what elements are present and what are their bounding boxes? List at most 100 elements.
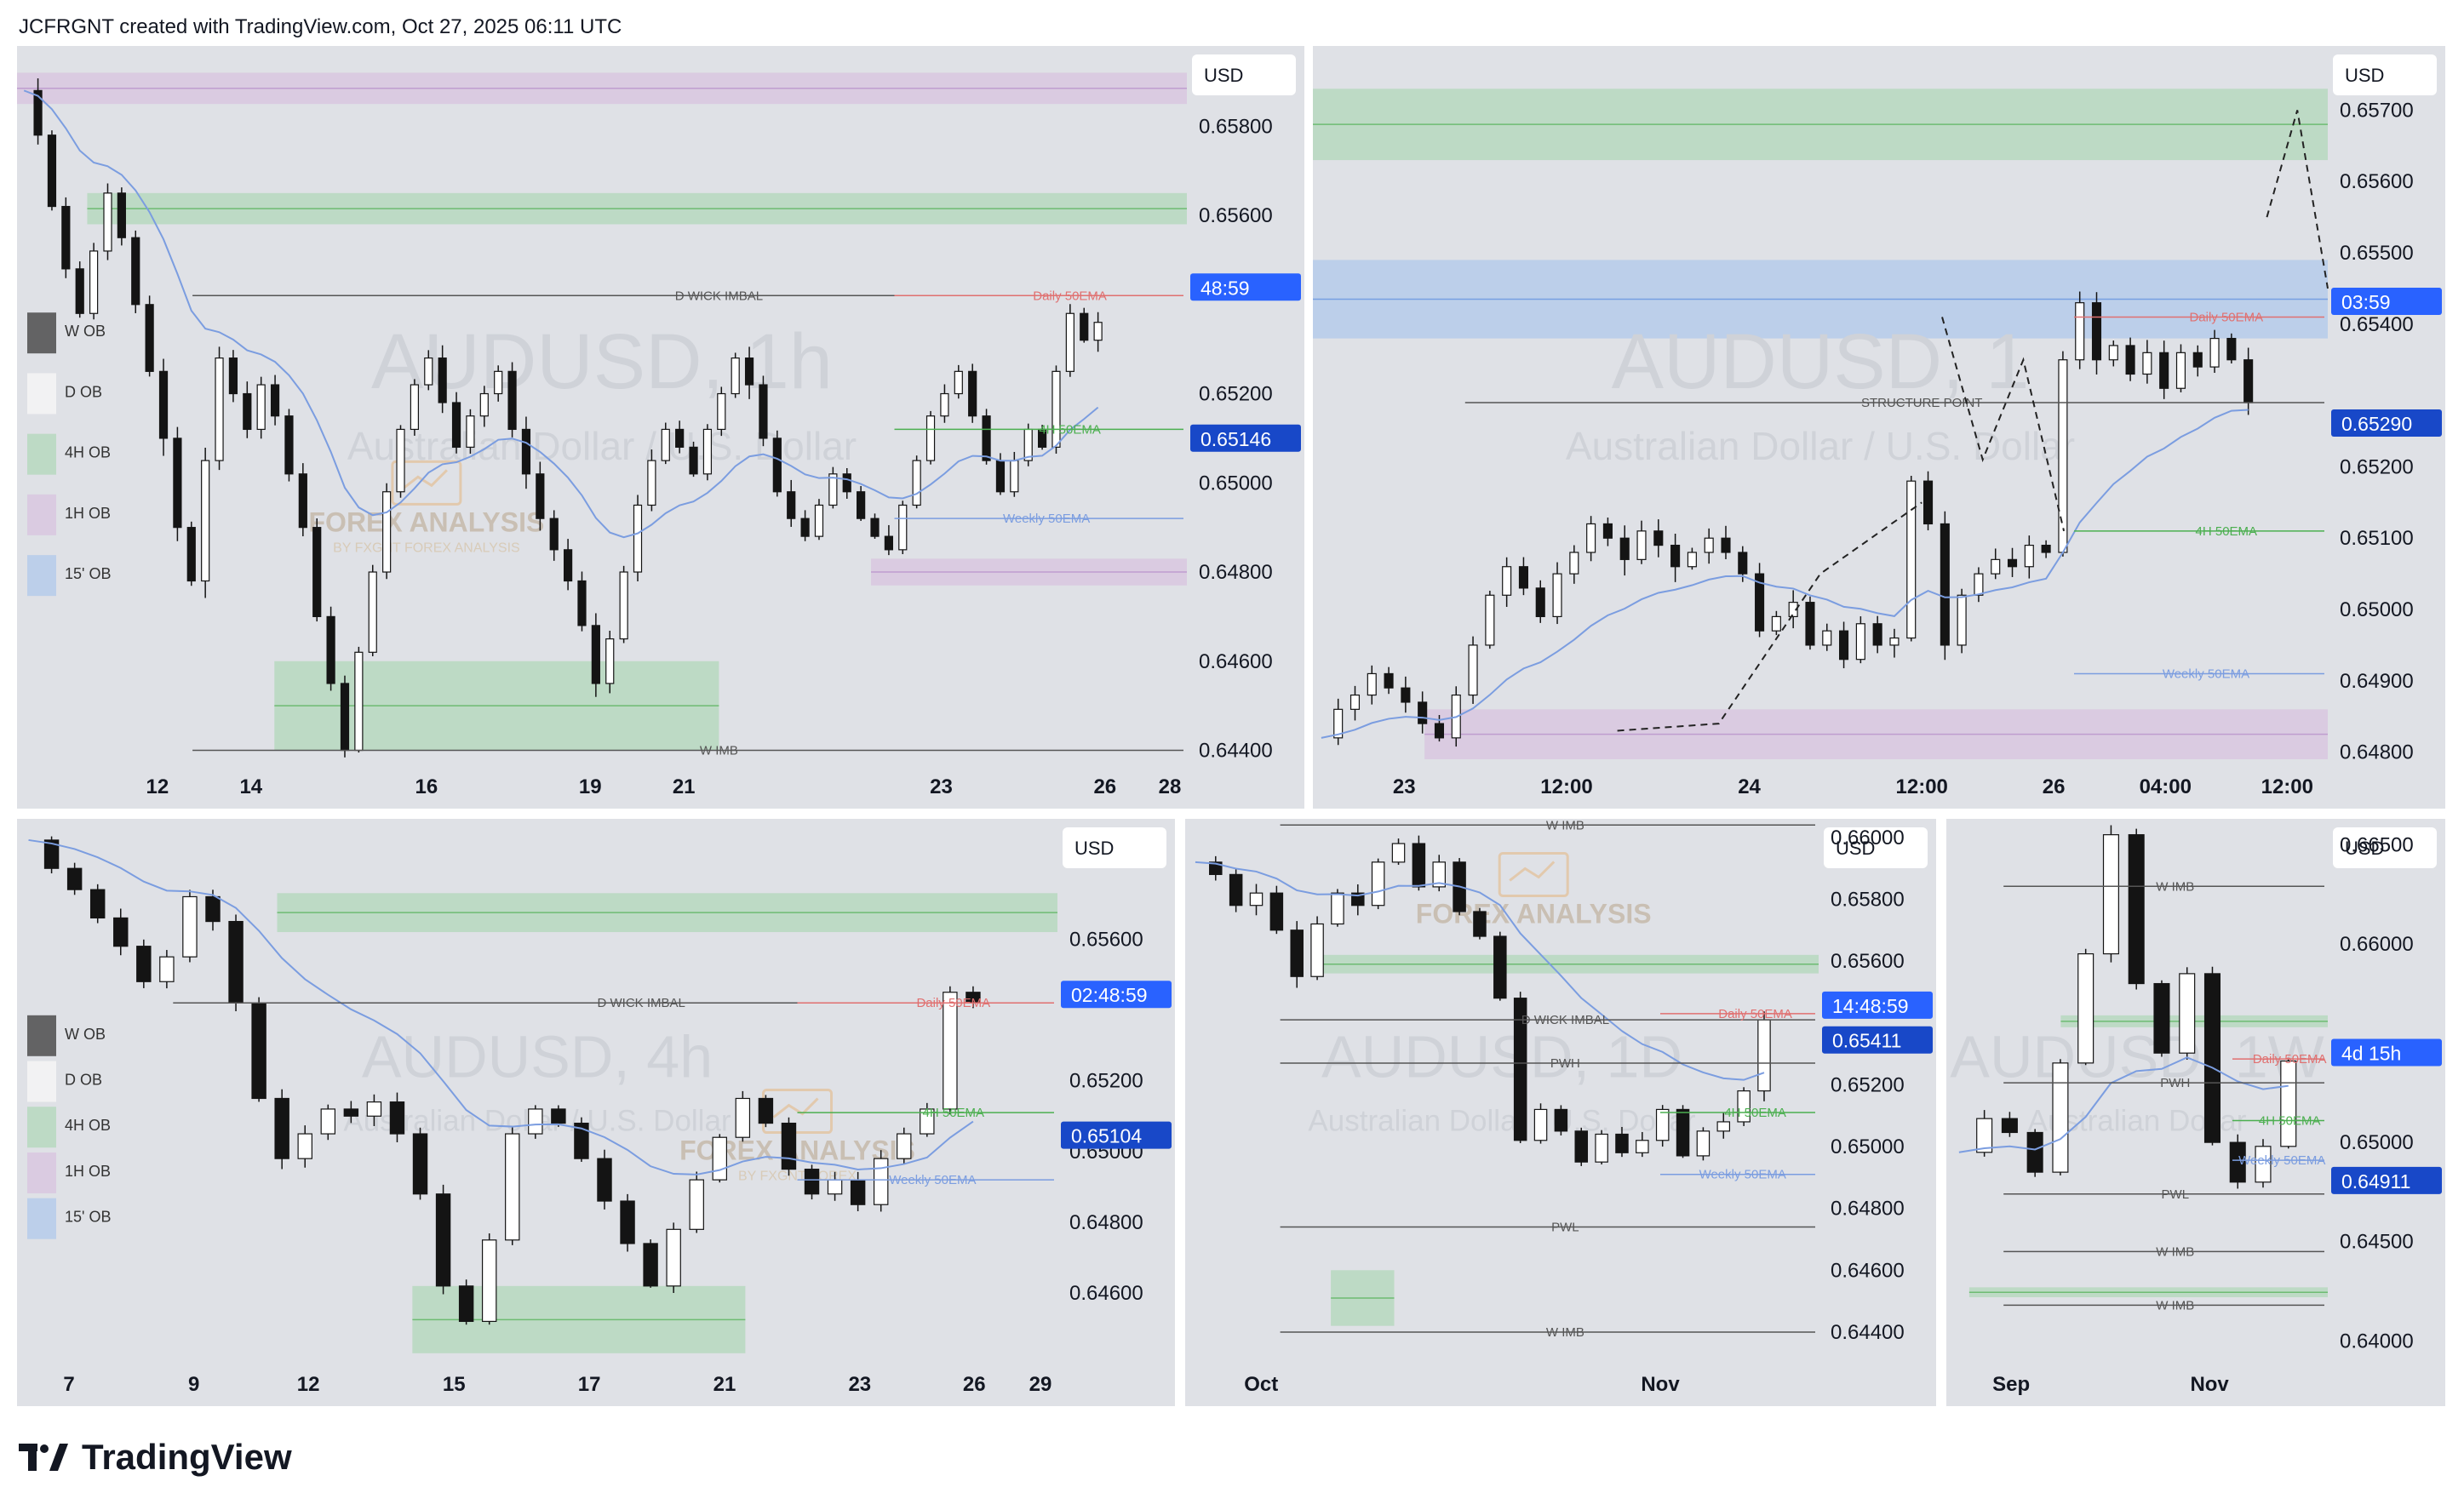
candle-body: [1080, 312, 1089, 341]
candle-body: [2142, 352, 2152, 375]
tradingview-brand[interactable]: TradingView: [19, 1437, 292, 1478]
forex-logo-icon: [1498, 851, 1569, 897]
legend-swatch: [27, 1061, 56, 1102]
chart-svg-p4: AUDUSD, 1D Australian Dollar / U.S. Dolla…: [1195, 819, 1936, 1406]
candle-body: [689, 446, 698, 475]
candle-body: [507, 370, 517, 431]
x-tick-label: 15: [443, 1373, 466, 1396]
candle-body: [2128, 834, 2145, 985]
price-tag: [1822, 1026, 1933, 1054]
y-tick-label: 0.65400: [2340, 313, 2414, 336]
price-tag: [2331, 409, 2442, 437]
candle-body: [563, 549, 573, 582]
candle-body: [458, 1285, 474, 1323]
candle-body: [1371, 861, 1385, 907]
legend-swatch: [27, 1152, 56, 1193]
candle-body: [1655, 1108, 1670, 1141]
candle-body: [243, 392, 252, 431]
x-tick-label: 26: [963, 1373, 986, 1396]
projection-path-down: [1941, 317, 2066, 532]
level-label: Weekly 50EMA: [1003, 512, 1090, 526]
candle-body: [2125, 345, 2135, 375]
legend-swatch: [27, 494, 56, 535]
level-label: STRUCTURE POINT: [1861, 396, 1983, 410]
candle-body: [772, 438, 782, 493]
y-tick-label: 0.64900: [2340, 670, 2414, 693]
symbol-watermark: AUDUSD, 1W: [1950, 1023, 2324, 1090]
level-label: Daily 50EMA: [916, 996, 990, 1010]
candle-body: [666, 1228, 681, 1287]
y-tick-label: 0.64800: [2340, 741, 2414, 764]
candle-body: [117, 192, 126, 238]
candle-body: [842, 473, 851, 493]
y-tick-label: 0.64600: [1831, 1259, 1905, 1282]
level-label: D WICK IMBAL: [1521, 1013, 1609, 1027]
candle-body: [1755, 573, 1765, 632]
price-tag-label: 0.65146: [1200, 428, 1271, 450]
chart-panel-1d[interactable]: AUDUSD, 1D Australian Dollar / U.S. Dolla…: [1185, 819, 1936, 1406]
candle-body: [1991, 558, 2001, 575]
chart-svg-p2: AUDUSD, 1 Australian Dollar / U.S. Dollar…: [1313, 46, 2445, 809]
candle-body: [89, 889, 106, 919]
candle-body: [2007, 558, 2018, 568]
candle-body: [591, 625, 600, 684]
y-tick-label: 0.66500: [2340, 833, 2414, 856]
price-tag: [2331, 288, 2442, 316]
candle-body: [758, 1097, 774, 1124]
y-tick-label: 0.65200: [1069, 1070, 1143, 1093]
x-tick-label: 9: [188, 1373, 199, 1396]
level-label: D WICK IMBAL: [675, 289, 763, 303]
y-tick-label: 0.65600: [1199, 204, 1273, 227]
legend-swatch: [27, 312, 56, 354]
chart-panel-1h[interactable]: AUDUSD, 1h Australian Dollar / U.S. Dolla…: [17, 46, 1304, 809]
candle-body: [89, 250, 99, 314]
chart-credit: JCFRGNT created with TradingView.com, Oc…: [19, 15, 622, 38]
y-tick-label: 0.65000: [2340, 598, 2414, 621]
candle-body: [954, 370, 963, 395]
chart-panel-1w[interactable]: AUDUSD, 1W Australian Dollar W IMB Daily 50…: [1946, 819, 2445, 1406]
y-tick-label: 0.64400: [1199, 740, 1273, 763]
candle-body: [995, 460, 1006, 493]
legend-item: 15' OB: [65, 1209, 111, 1226]
candle-body: [66, 867, 83, 890]
projection-path: [2266, 110, 2329, 289]
candle-body: [389, 1101, 405, 1135]
currency-label: USD: [2345, 838, 2384, 859]
price-axis: [2328, 819, 2445, 1406]
currency-label: USD: [2345, 65, 2384, 86]
x-tick-label: 23: [930, 775, 953, 798]
candle-body: [201, 460, 210, 582]
price-tag: [1190, 273, 1301, 301]
legend-item: 1H OB: [65, 1163, 111, 1180]
candle-body: [898, 504, 908, 551]
x-tick-label: 12:00: [1896, 775, 1948, 798]
chart-panel-15m[interactable]: AUDUSD, 1 Australian Dollar / U.S. Dollar…: [1313, 46, 2445, 809]
legend-item: D OB: [65, 383, 102, 400]
candle-body: [982, 415, 991, 461]
candle-body: [2255, 1146, 2272, 1183]
y-tick-label: 0.65600: [2340, 170, 2414, 193]
candle-body: [2077, 952, 2094, 1064]
price-axis: [1057, 819, 1175, 1406]
candle-body: [712, 1136, 728, 1181]
candle-body: [326, 615, 335, 684]
candle-body: [205, 895, 221, 923]
y-tick-label: 0.65100: [2340, 527, 2414, 550]
forex-logo-line-icon: [1509, 861, 1556, 882]
candle-body: [368, 571, 377, 653]
candle-body: [1432, 861, 1446, 888]
candle-body: [274, 1097, 289, 1159]
candle-body: [435, 1193, 451, 1287]
level-label: W IMB: [2156, 1298, 2194, 1313]
candle-body: [940, 392, 949, 417]
chart-panel-4h[interactable]: AUDUSD, 4h Australian Dollar / U.S. Dolla…: [17, 819, 1175, 1406]
candle-body: [1676, 1108, 1690, 1157]
x-tick-label: Nov: [1641, 1373, 1680, 1396]
symbol-watermark-sub: Australian Dollar / U.S. Dollar: [1308, 1105, 1695, 1138]
candle-body: [1757, 1019, 1771, 1092]
candle-body: [943, 992, 958, 1110]
candle-body: [1805, 602, 1815, 646]
y-tick-label: 0.64500: [2340, 1231, 2414, 1254]
candle-body: [1552, 573, 1562, 617]
